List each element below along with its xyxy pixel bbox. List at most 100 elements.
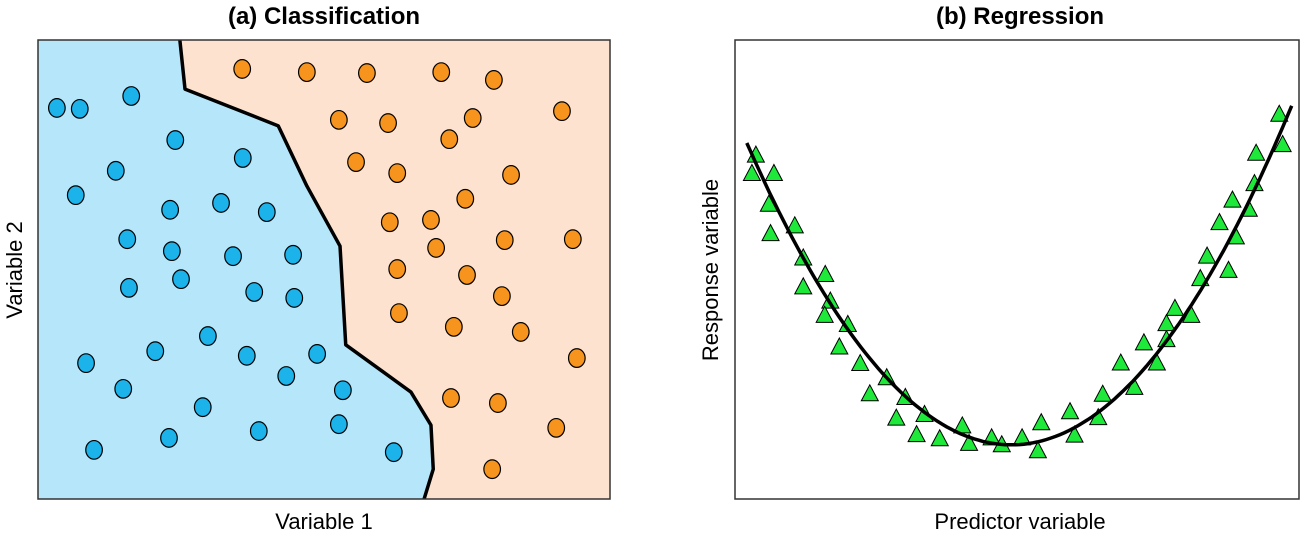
observation-point: [785, 215, 805, 234]
class-a-point: [224, 246, 242, 267]
class-b-point: [456, 188, 475, 209]
observation-point: [1210, 212, 1229, 231]
class-b-point: [388, 259, 407, 279]
class-b-point: [432, 62, 451, 83]
class-b-point: [233, 59, 252, 79]
class-b-point: [358, 63, 376, 83]
class-a-point: [249, 421, 268, 441]
class-regions: [38, 39, 610, 500]
classification-panel: (a) Classification Variable 1 Variable 2: [2, 3, 611, 534]
observation-point: [886, 408, 906, 426]
observation-point: [1134, 332, 1154, 351]
class-a-point: [114, 378, 133, 399]
class-b-point: [379, 113, 397, 133]
observation-point: [1031, 412, 1051, 431]
class-b-point: [563, 229, 582, 250]
classification-points: [47, 59, 586, 480]
observation-point: [764, 163, 784, 181]
class-b-point: [463, 108, 482, 128]
class-b-point: [380, 212, 399, 233]
regression-curve: [745, 105, 1294, 447]
observation-point: [1273, 134, 1292, 153]
class-b-point: [427, 238, 446, 258]
xlabel-variable-1: Variable 1: [275, 509, 372, 534]
class-b-point: [440, 129, 459, 150]
class-a-point: [277, 366, 296, 386]
observation-point: [815, 264, 835, 282]
class-a-point: [193, 397, 212, 418]
class-b-point: [502, 165, 520, 185]
observation-point: [930, 428, 950, 447]
class-b-point: [511, 322, 530, 342]
class-a-point: [122, 86, 141, 106]
observation-point: [793, 276, 813, 295]
observation-point: [742, 163, 762, 181]
class-b-point: [329, 109, 348, 130]
title-classification: (a) Classification: [228, 3, 420, 30]
observation-point: [959, 433, 979, 451]
title-regression: (b) Regression: [936, 3, 1104, 30]
class-a-region: [38, 40, 434, 499]
class-a-point: [85, 439, 103, 460]
ylabel-response-variable: Response variable: [698, 179, 723, 361]
regression-points: [742, 104, 1292, 459]
class-a-point: [257, 202, 276, 223]
observation-point: [1269, 104, 1289, 122]
observation-point: [1028, 440, 1048, 459]
regression-panel: (b) Regression Predictor variable Respon…: [698, 3, 1300, 534]
class-a-point: [245, 282, 264, 302]
class-a-point: [172, 269, 190, 290]
class-a-point: [333, 380, 352, 401]
observation-point: [860, 383, 880, 402]
class-a-point: [146, 341, 165, 362]
class-a-point: [233, 148, 252, 168]
class-a-point: [329, 414, 348, 435]
observation-point: [830, 336, 849, 355]
class-a-point: [198, 326, 217, 346]
class-b-point: [553, 101, 571, 122]
class-a-point: [77, 353, 95, 374]
observation-point: [761, 223, 780, 242]
observation-point: [1060, 401, 1080, 420]
observation-point: [1147, 352, 1167, 371]
class-b-point: [444, 316, 463, 337]
plot-frame-a: [37, 39, 611, 500]
observation-point: [1157, 313, 1176, 332]
class-a-point: [237, 345, 256, 366]
observation-point: [1065, 425, 1084, 443]
ylabel-variable-2: Variable 2: [2, 221, 27, 318]
observation-point: [1165, 298, 1185, 316]
plot-frame-b: [734, 39, 1300, 500]
observation-point: [1246, 143, 1266, 161]
class-a-point: [166, 130, 185, 150]
class-b-point: [297, 62, 316, 83]
observation-point: [820, 291, 840, 309]
class-a-point: [384, 442, 403, 463]
class-a-point: [120, 277, 138, 298]
class-a-point: [160, 428, 178, 448]
class-b-point: [488, 393, 507, 413]
class-b-point: [492, 286, 511, 307]
class-b-point: [442, 388, 460, 408]
class-b-point: [347, 152, 365, 172]
decision-boundary: [178, 39, 436, 500]
observation-point: [907, 424, 926, 443]
class-a-point: [106, 160, 125, 181]
xlabel-predictor-variable: Predictor variable: [934, 509, 1105, 534]
class-a-point: [285, 288, 304, 308]
class-a-point: [70, 98, 89, 119]
class-b-point: [458, 265, 476, 285]
class-a-point: [162, 241, 181, 262]
observation-point: [815, 305, 835, 323]
class-a-point: [308, 344, 327, 364]
observation-point: [850, 353, 870, 372]
class-a-point: [212, 193, 230, 213]
class-b-point: [422, 210, 440, 230]
class-b-point: [388, 163, 407, 184]
observation-point: [1093, 384, 1113, 402]
class-b-point: [484, 70, 503, 90]
class-a-point: [284, 244, 303, 265]
class-b-point: [547, 417, 566, 438]
class-b-point: [483, 459, 502, 480]
